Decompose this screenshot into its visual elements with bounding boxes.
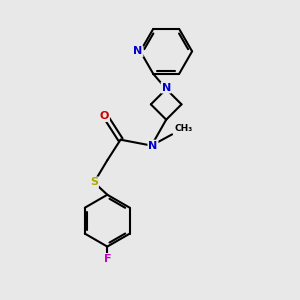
Text: N: N xyxy=(148,141,158,151)
Text: N: N xyxy=(133,46,142,56)
Text: N: N xyxy=(162,82,171,93)
Text: S: S xyxy=(90,177,98,188)
Text: O: O xyxy=(100,111,109,121)
Text: CH₃: CH₃ xyxy=(174,124,193,133)
Text: F: F xyxy=(103,254,111,264)
